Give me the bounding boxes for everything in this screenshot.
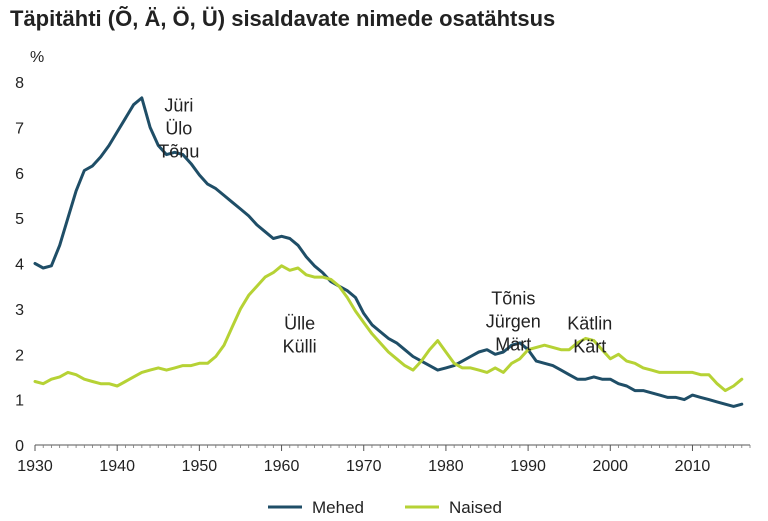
series-line-mehed [33, 96, 744, 408]
y-tick-label: 0 [15, 438, 24, 455]
annotation-label: Jürgen [486, 311, 541, 331]
y-tick-label: 8 [15, 75, 24, 92]
y-tick-label: 1 [15, 393, 24, 410]
y-tick-label: 5 [15, 211, 24, 228]
y-tick-label: 4 [15, 257, 24, 274]
x-tick-label: 2000 [592, 458, 628, 475]
x-tick-label: 1950 [182, 458, 218, 475]
x-tick-label: 1930 [17, 458, 53, 475]
x-tick-label: 1990 [510, 458, 546, 475]
annotation-label: Tõnis [491, 288, 535, 308]
y-tick-label: 3 [15, 302, 24, 319]
y-tick-label: 7 [15, 120, 24, 137]
annotation-label: Ülo [165, 118, 192, 138]
x-tick-label: 1980 [428, 458, 464, 475]
y-tick-label: 6 [15, 166, 24, 183]
legend-label-mehed: Mehed [312, 498, 364, 517]
chart-title: Täpitähti (Õ, Ä, Ö, Ü) sisaldavate nimed… [10, 6, 556, 31]
annotation-label: Kätlin [567, 313, 612, 333]
legend-label-naised: Naised [449, 498, 502, 517]
annotation-label: Märt [495, 334, 531, 354]
y-axis-unit: % [30, 49, 44, 66]
x-tick-label: 1970 [346, 458, 382, 475]
annotation-label: Tõnu [158, 141, 199, 161]
annotation-label: Külli [283, 336, 317, 356]
y-tick-label: 2 [15, 347, 24, 364]
x-tick-label: 1940 [99, 458, 135, 475]
annotation-label: Ülle [284, 313, 315, 333]
x-tick-label: 2010 [675, 458, 711, 475]
annotation-label: Kärt [573, 336, 606, 356]
series-line-naised [33, 264, 744, 393]
x-tick-label: 1960 [264, 458, 300, 475]
annotation-label: Jüri [164, 95, 193, 115]
